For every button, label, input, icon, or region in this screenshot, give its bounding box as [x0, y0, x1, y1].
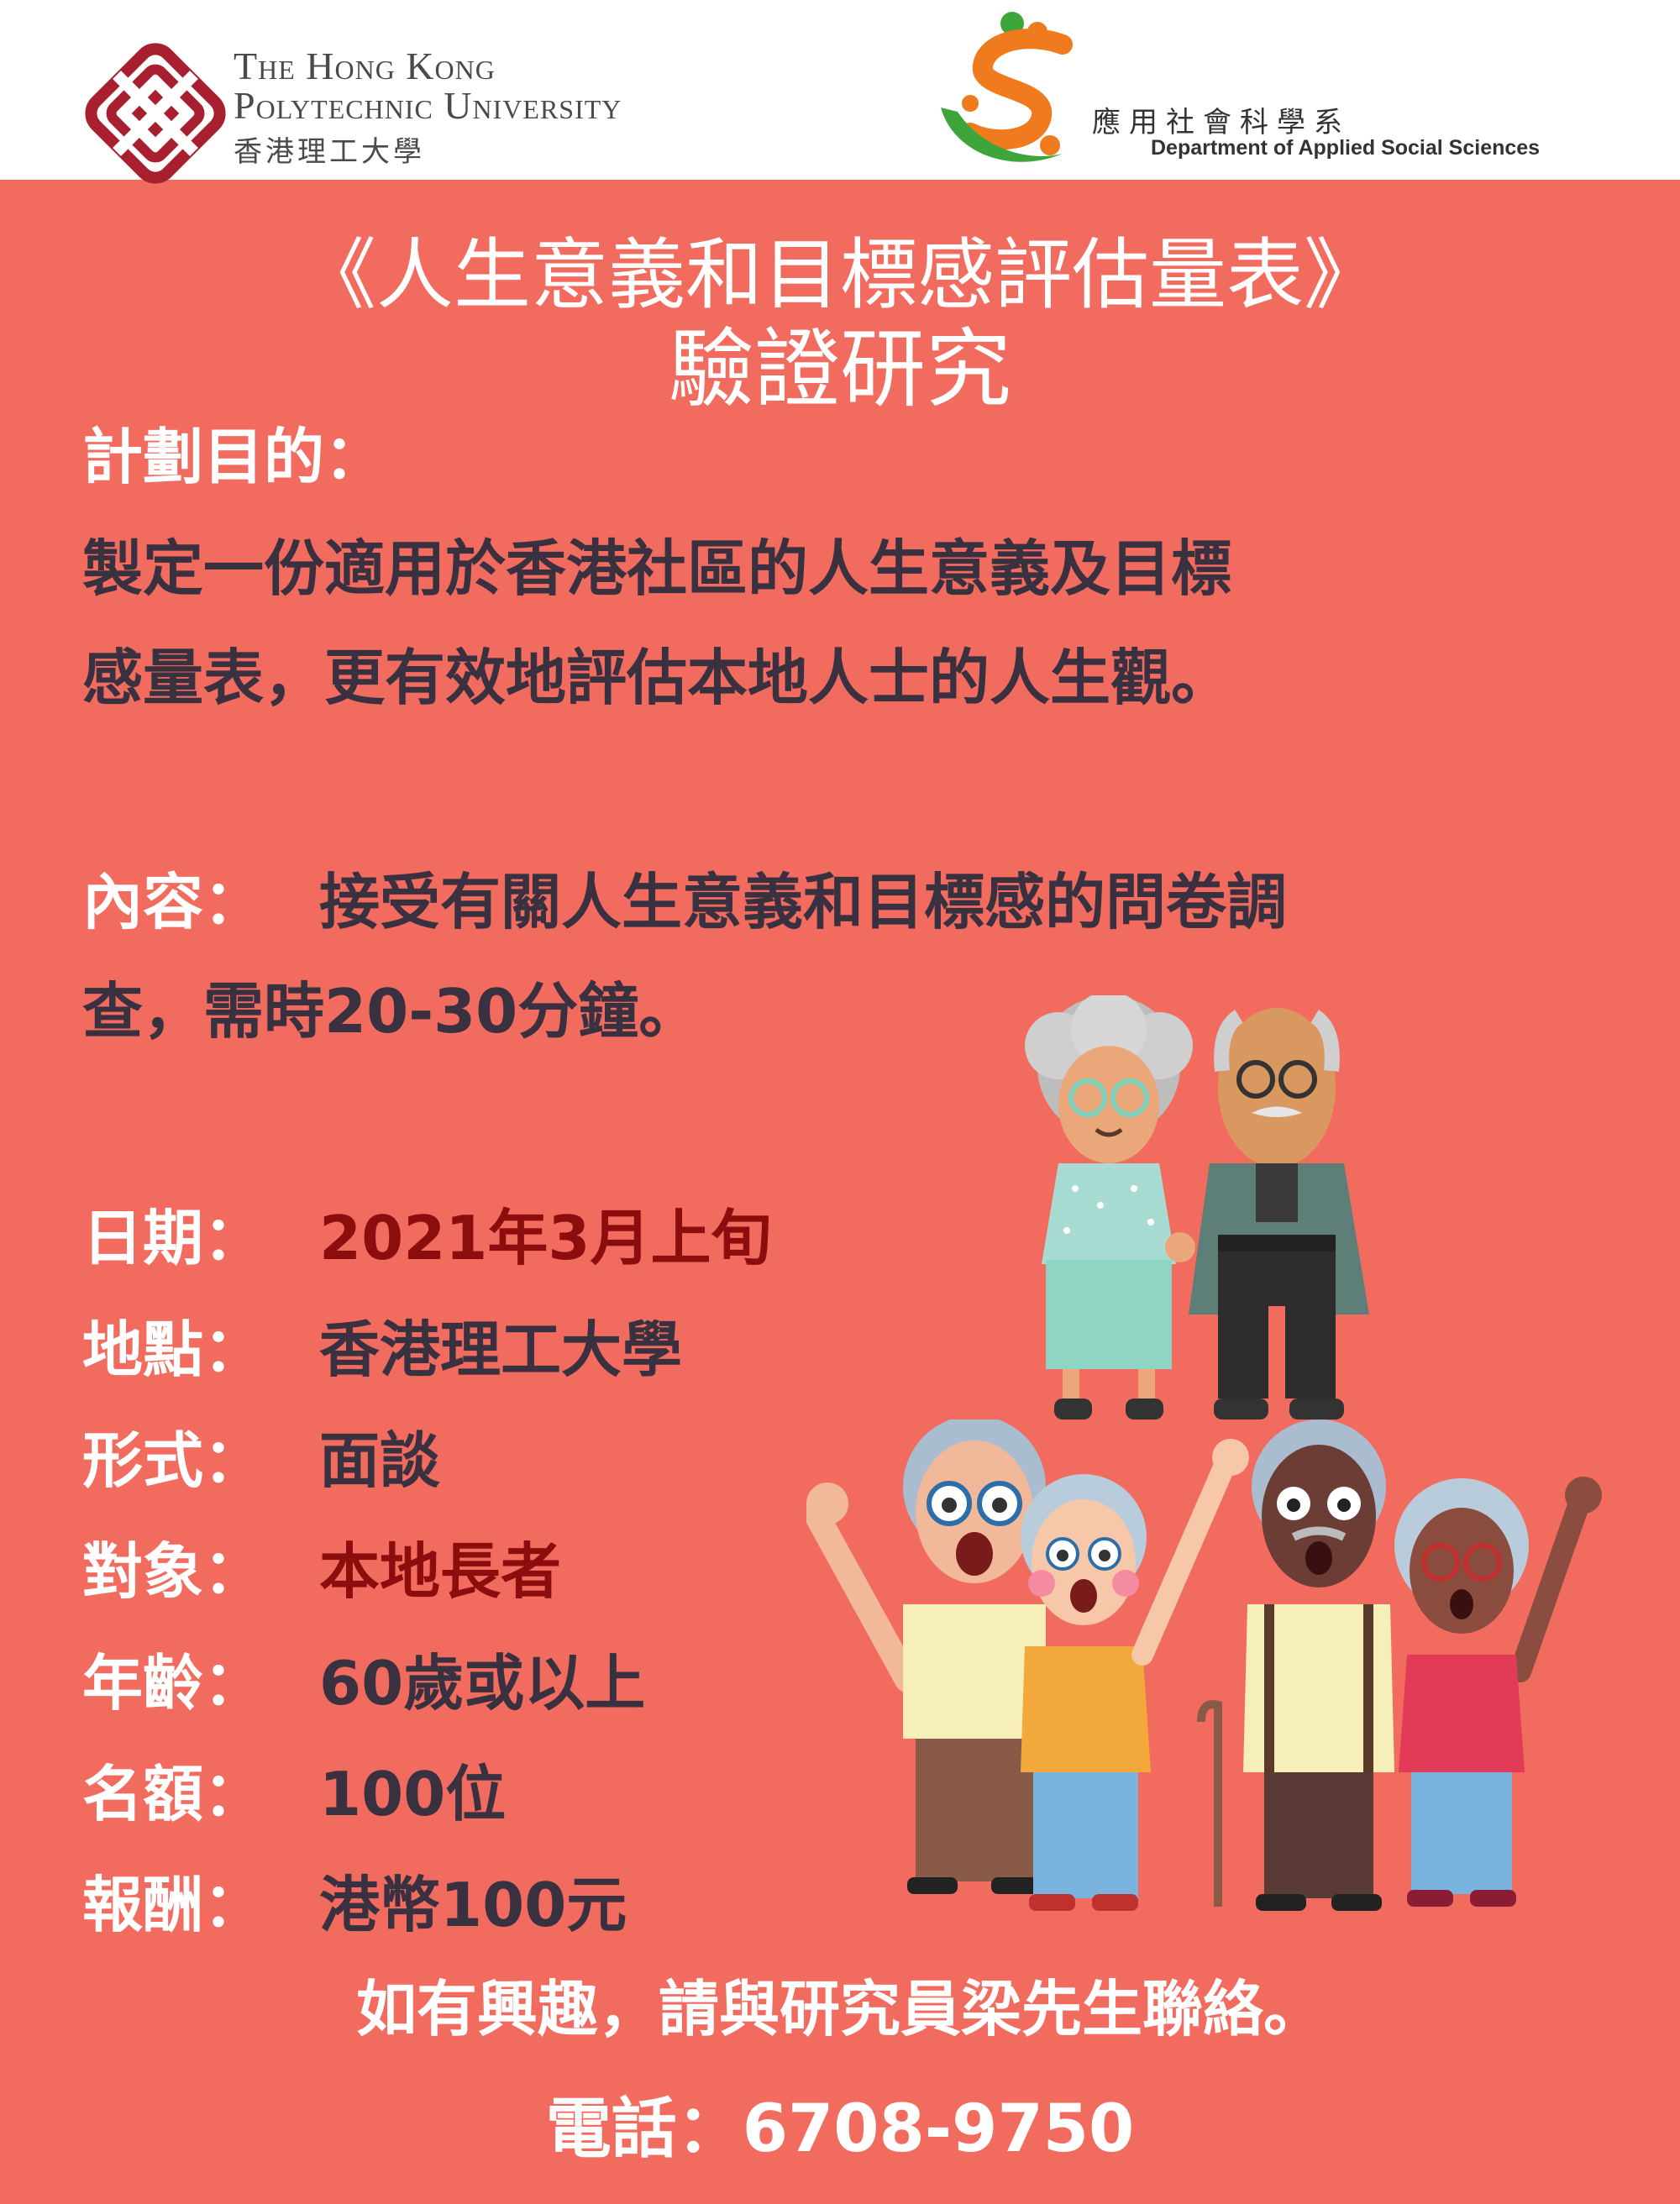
- detail-value-venue: 香港理工大學: [319, 1315, 683, 1385]
- content-text-line2: 查，需時20-30分鐘。: [82, 976, 700, 1047]
- title-line2: 驗證研究: [669, 320, 1011, 420]
- detail-value-date: 2021年3月上旬: [319, 1203, 772, 1273]
- detail-label-venue: 地點：: [82, 1315, 265, 1385]
- header-band: The Hong Kong Polytechnic University 香港理…: [0, 0, 1680, 184]
- apss-logo: [941, 12, 1073, 162]
- dept-name-zh: 應用社會科學系: [1092, 106, 1351, 139]
- polyu-name-line2: Polytechnic University: [234, 84, 622, 127]
- polyu-name-line1: The Hong Kong: [234, 45, 496, 87]
- detail-label-format: 形式：: [82, 1425, 265, 1496]
- elderly-couple-illustration: [1025, 995, 1369, 1419]
- detail-value-target: 本地長者: [319, 1536, 562, 1607]
- dept-name-en: Department of Applied Social Sciences: [1151, 136, 1541, 160]
- content-text-line1: 接受有關人生意義和目標感的問卷調: [319, 867, 1288, 937]
- detail-label-date: 日期：: [82, 1203, 265, 1273]
- polyu-logo: [85, 43, 226, 184]
- detail-value-age: 60歲或以上: [319, 1648, 646, 1719]
- purpose-text-line2: 感量表，更有效地評估本地人士的人生觀。: [82, 643, 1232, 713]
- polyu-wordmark: The Hong Kong Polytechnic University 香港理…: [234, 46, 622, 170]
- detail-value-reward: 港幣100元: [319, 1870, 627, 1940]
- detail-label-age: 年齡：: [82, 1648, 265, 1719]
- detail-label-target: 對象：: [82, 1536, 265, 1607]
- detail-label-quota: 名額：: [82, 1759, 265, 1829]
- contact-line: 如有興趣，請與研究員梁先生聯絡。: [355, 1974, 1324, 2044]
- purpose-text-line1: 製定一份適用於香港社區的人生意義及目標: [82, 533, 1232, 604]
- content-label: 內容：: [82, 867, 265, 937]
- detail-value-quota: 100位: [319, 1759, 507, 1829]
- detail-label-reward: 報酬：: [82, 1870, 265, 1940]
- contact-phone: 電話：6708-9750: [545, 2091, 1135, 2167]
- polyu-name-zh: 香港理工大學: [234, 135, 425, 169]
- title-line1: 《人生意義和目標感評估量表》: [298, 230, 1381, 320]
- elderly-group-illustration: [806, 1419, 1602, 1911]
- purpose-label: 計劃目的：: [82, 422, 386, 492]
- detail-value-format: 面談: [319, 1425, 441, 1496]
